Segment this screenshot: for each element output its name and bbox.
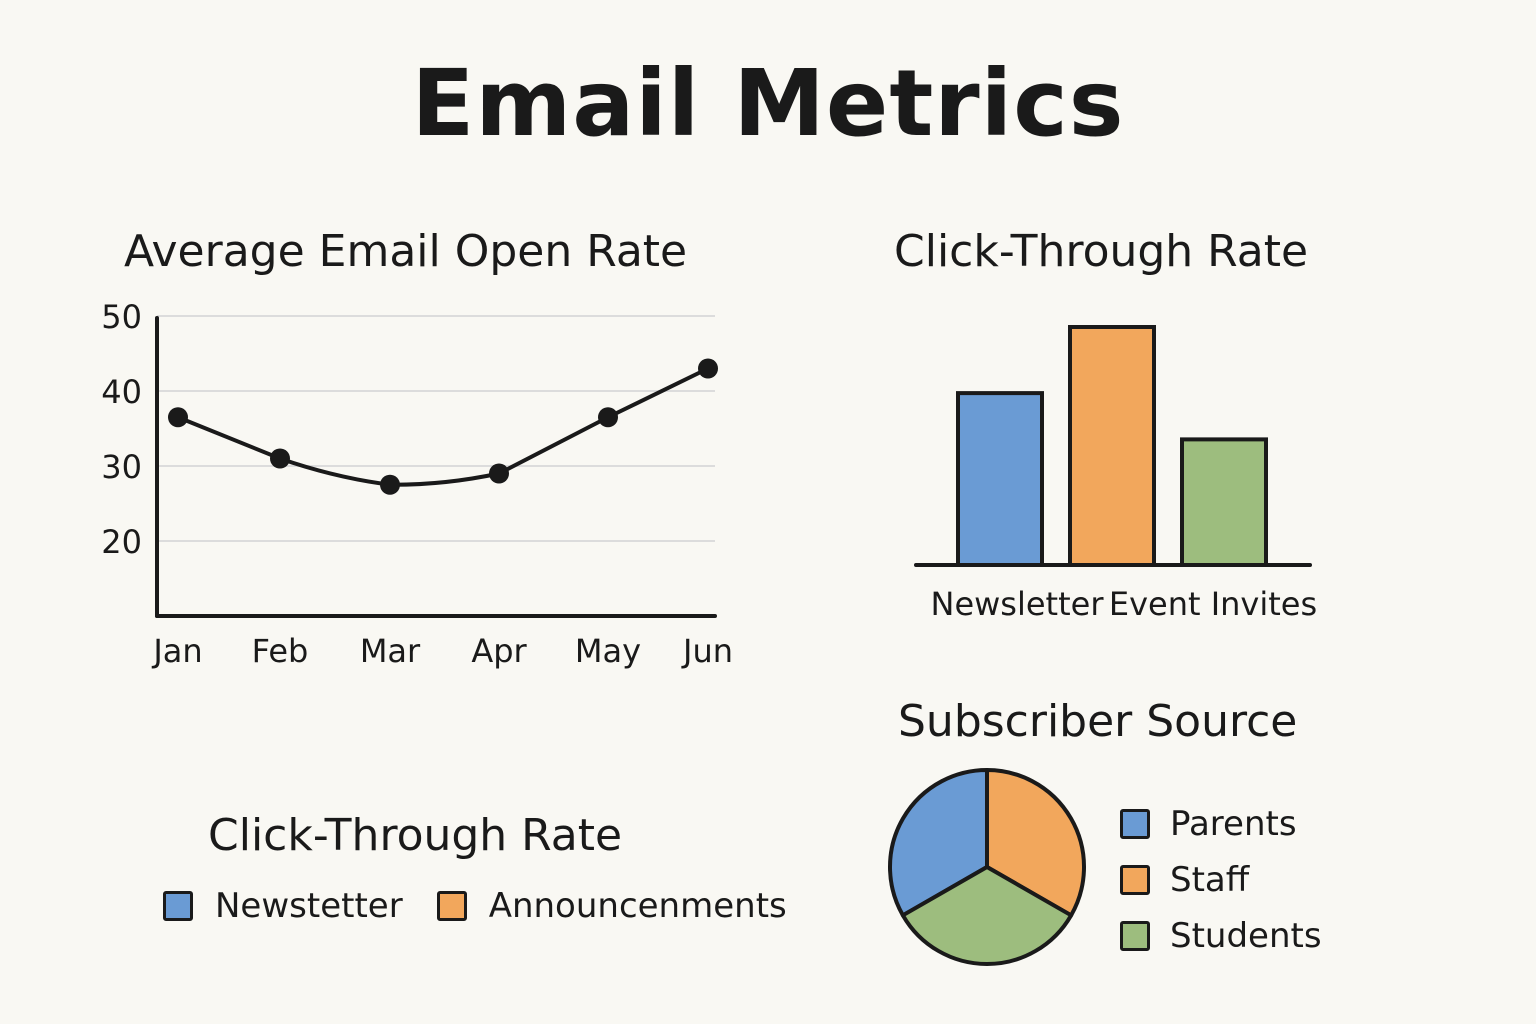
open-rate-chart-title: Average Email Open Rate [124,226,688,277]
ctr-legend-title: Click-Through Rate [208,810,623,861]
subscriber-source-pie [888,768,1086,966]
announcements-swatch [436,891,467,921]
data-point [380,474,400,495]
students-swatch [1120,921,1150,951]
open-rate-line [177,366,709,487]
ctr-legend-item-newsletter: Newstetter [163,886,403,926]
bar-1 [956,391,1044,567]
pie-slice-students [900,865,1074,966]
pie-legend-item-staff: Staff [1120,852,1322,908]
y-tick-label: 40 [101,373,142,411]
pie-legend-label: Parents [1170,804,1297,844]
pie-legend-item-parents: Parents [1120,796,1322,852]
page-title: Email Metrics [411,50,1125,157]
ctr-legend-label: Newstetter [215,886,403,926]
ctr-legend: Newstetter Announcenments [163,886,787,926]
pie-legend: Parents Staff Students [1120,796,1322,964]
x-tick-label: Mar [360,632,421,670]
ctr-bar-chart-title: Click-Through Rate [894,226,1309,277]
data-point [698,358,718,379]
bar-2 [1068,325,1156,567]
bar-category-label: Event Invites [1109,585,1317,623]
subscriber-source-title: Subscriber Source [898,696,1298,747]
staff-swatch [1120,865,1150,895]
parents-swatch [1120,809,1150,839]
data-point [598,407,618,428]
open-rate-line-chart: 20 30 40 50 Jan Feb Mar Apr May Jun [101,300,733,670]
pie-legend-item-students: Students [1120,908,1322,964]
y-tick-label: 30 [101,448,142,486]
ctr-legend-item-announcements: Announcenments [436,886,787,926]
x-tick-label: Jun [681,632,733,670]
ctr-bar-chart: Newsletter Event Invites [914,325,1317,623]
ctr-legend-label: Announcenments [488,886,787,926]
newsletter-swatch [163,891,193,921]
data-point [270,448,290,469]
x-tick-label: Jan [151,632,202,670]
pie-legend-label: Staff [1170,860,1250,900]
pie-legend-label: Students [1170,916,1322,956]
y-tick-label: 20 [101,523,142,561]
y-tick-label: 50 [101,300,142,336]
data-point [168,407,188,428]
bar-3 [1180,437,1268,567]
x-tick-label: May [575,632,641,670]
data-point [489,463,509,484]
bar-category-label: Newsletter [931,585,1105,623]
x-tick-label: Feb [252,632,309,670]
x-tick-label: Apr [471,632,527,670]
